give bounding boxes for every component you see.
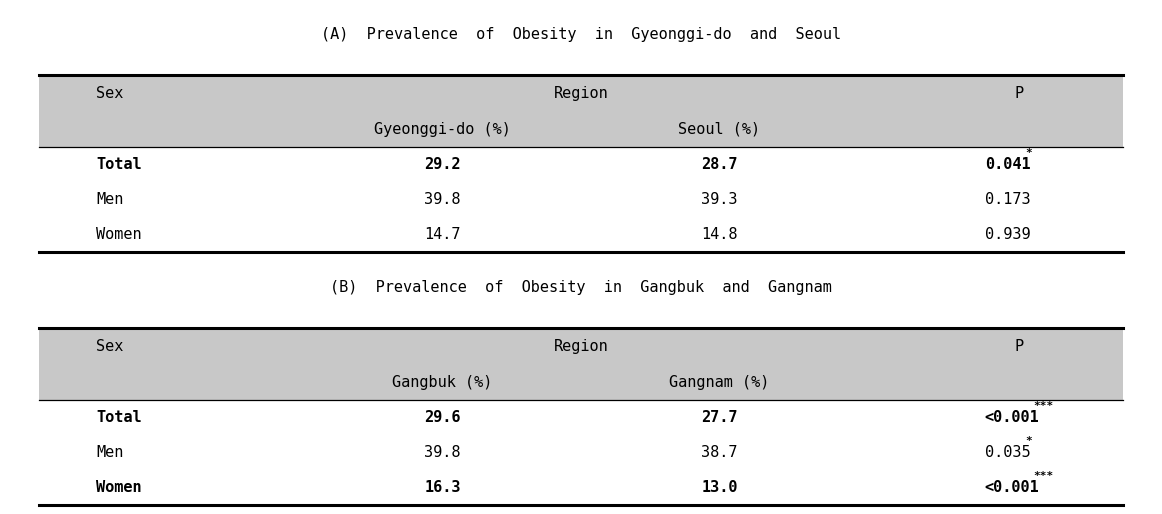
Text: Total: Total xyxy=(96,157,142,172)
Text: 0.173: 0.173 xyxy=(984,192,1031,207)
Text: 14.8: 14.8 xyxy=(701,227,738,242)
Text: Sex: Sex xyxy=(96,86,124,101)
Bar xyxy=(38,75,1124,147)
Text: Region: Region xyxy=(553,86,609,101)
Text: *: * xyxy=(1026,436,1033,446)
Text: Total: Total xyxy=(96,410,142,425)
Text: Men: Men xyxy=(96,192,124,207)
Text: 0.041: 0.041 xyxy=(984,157,1031,172)
Text: 0.939: 0.939 xyxy=(984,227,1031,242)
Text: P: P xyxy=(1014,339,1024,354)
Text: 27.7: 27.7 xyxy=(701,410,738,425)
Text: 39.8: 39.8 xyxy=(424,192,461,207)
Text: 13.0: 13.0 xyxy=(701,480,738,495)
Text: (B)  Prevalence  of  Obesity  in  Gangbuk  and  Gangnam: (B) Prevalence of Obesity in Gangbuk and… xyxy=(330,280,832,295)
Text: <0.001: <0.001 xyxy=(984,410,1040,425)
Text: Men: Men xyxy=(96,445,124,460)
Text: Gangnam (%): Gangnam (%) xyxy=(669,375,769,390)
Text: 38.7: 38.7 xyxy=(701,445,738,460)
Text: 0.035: 0.035 xyxy=(984,445,1031,460)
Text: 16.3: 16.3 xyxy=(424,480,461,495)
Text: *: * xyxy=(1026,148,1033,158)
Text: Seoul (%): Seoul (%) xyxy=(679,122,760,137)
Text: 39.3: 39.3 xyxy=(701,192,738,207)
Text: 29.2: 29.2 xyxy=(424,157,461,172)
Text: 14.7: 14.7 xyxy=(424,227,461,242)
Text: Women: Women xyxy=(96,480,142,495)
Text: 39.8: 39.8 xyxy=(424,445,461,460)
Text: Women: Women xyxy=(96,227,142,242)
Text: 29.6: 29.6 xyxy=(424,410,461,425)
Text: Sex: Sex xyxy=(96,339,124,354)
Text: Region: Region xyxy=(553,339,609,354)
Bar xyxy=(38,328,1124,400)
Text: 28.7: 28.7 xyxy=(701,157,738,172)
Text: ***: *** xyxy=(1033,401,1054,411)
Text: P: P xyxy=(1014,86,1024,101)
Text: (A)  Prevalence  of  Obesity  in  Gyeonggi-do  and  Seoul: (A) Prevalence of Obesity in Gyeonggi-do… xyxy=(321,27,841,42)
Text: Gyeonggi-do (%): Gyeonggi-do (%) xyxy=(374,122,511,137)
Text: <0.001: <0.001 xyxy=(984,480,1040,495)
Text: ***: *** xyxy=(1033,471,1054,481)
Text: Gangbuk (%): Gangbuk (%) xyxy=(393,375,493,390)
